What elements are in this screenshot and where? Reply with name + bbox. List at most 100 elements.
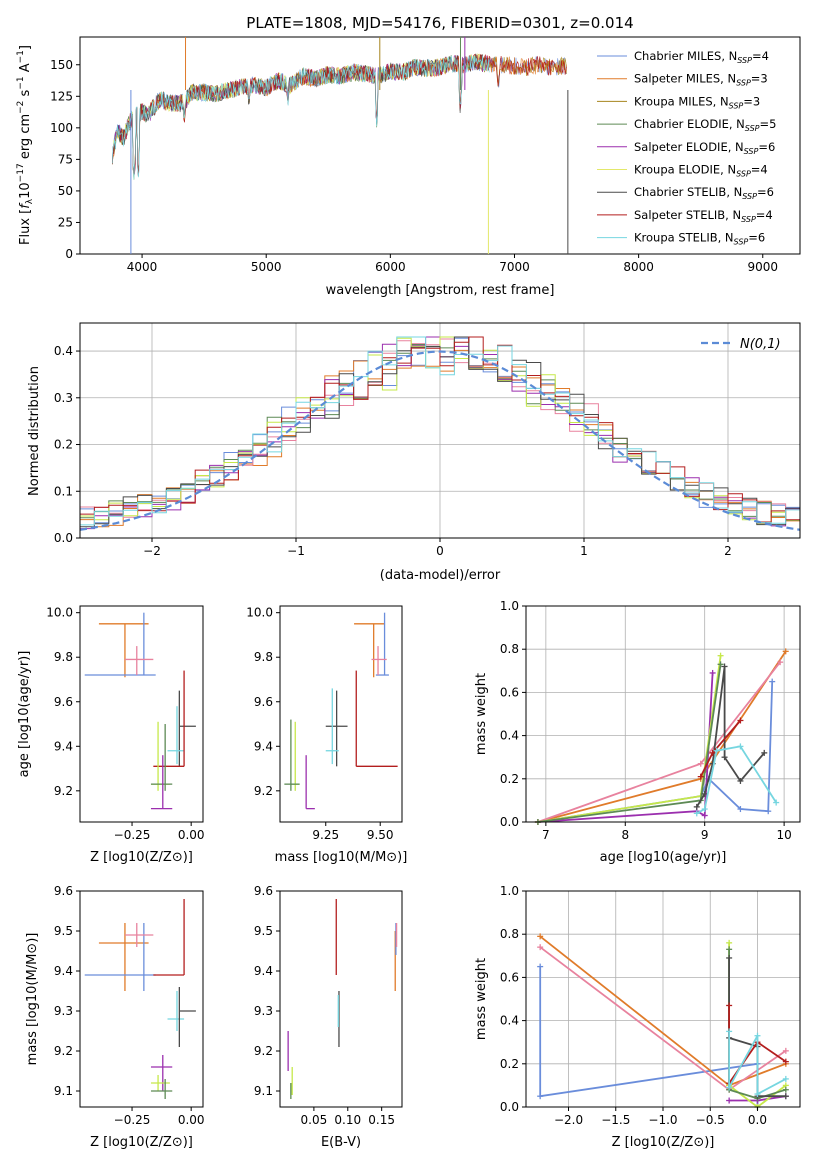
y-tick-label: 150 <box>50 58 73 72</box>
x-tick-label: 9.25 <box>312 828 339 842</box>
z-vs-age-panel: −0.25 0.00 9.2 9.4 9.6 9.8 10.0 Z [log10(Z/Z⊙)]… <box>17 605 205 865</box>
x-tick-label: −1 <box>287 544 305 558</box>
z-vs-mass-panel: −0.25 0.00 9.1 9.2 9.3 9.4 9.5 9.6 Z [log10(Z/Z⊙… <box>25 884 205 1150</box>
axes-frame <box>279 605 403 823</box>
y-tick-label: 0.4 <box>500 729 519 743</box>
x-tick-label: 7000 <box>499 260 530 274</box>
x-tick-label: 6000 <box>375 260 406 274</box>
axes-frame <box>525 605 801 823</box>
axes-frame <box>279 890 403 1108</box>
y-tick-label: 9.3 <box>54 1004 73 1018</box>
legend-label: Kroupa MILES, NSSP=3 <box>634 94 760 110</box>
y-tick-label: 125 <box>50 89 73 103</box>
legend-label: Chabrier MILES, NSSP=4 <box>634 49 769 65</box>
y-tick-label: 9.4 <box>254 739 273 753</box>
spectrum-x-ticks: 4000 5000 6000 7000 8000 9000 <box>127 254 778 274</box>
x-axis-label: Z [log10(Z/Z⊙)] <box>90 850 193 865</box>
x-tick-label: 0.10 <box>334 1113 361 1127</box>
y-tick-label: 0.6 <box>500 970 519 984</box>
x-tick-label: 5000 <box>251 260 282 274</box>
spectrum-legend: Chabrier MILES, NSSP=4 Salpeter MILES, NS… <box>597 49 776 247</box>
spectrum-y-label: Flux [fλ10−17 erg cm−2 s−1 A−1] <box>16 45 35 245</box>
x-tick-label: 0.0 <box>748 1113 767 1127</box>
histogram-series <box>80 336 800 526</box>
y-tick-label: 9.1 <box>54 1084 73 1098</box>
mass-vs-age-panel: 9.25 9.50 9.2 9.4 9.6 9.8 10.0 mass [log10(M/M⊙… <box>246 605 408 865</box>
y-tick-label: 0.0 <box>54 531 73 545</box>
x-tick-label: −0.25 <box>114 1113 151 1127</box>
x-tick-label: −2.0 <box>554 1113 583 1127</box>
residuals-x-ticks: −2 −1 0 1 2 <box>143 538 732 558</box>
y-tick-label: 0 <box>65 247 73 261</box>
y-tick-label: 9.6 <box>254 884 273 898</box>
histogram-series <box>80 336 800 528</box>
x-tick-label: 7 <box>542 828 550 842</box>
y-tick-label: 0.4 <box>54 344 73 358</box>
weight-series-line <box>696 666 765 808</box>
x-tick-label: 0.05 <box>301 1113 328 1127</box>
spectrum-axes-frame <box>79 36 801 255</box>
y-tick-label: 0.2 <box>54 438 73 452</box>
y-tick-label: 50 <box>58 184 73 198</box>
y-tick-label: 9.4 <box>254 964 273 978</box>
spectrum-x-label: wavelength [Angstrom, rest frame] <box>326 283 555 298</box>
weight-series-line <box>537 661 781 823</box>
y-tick-label: 100 <box>50 121 73 135</box>
y-tick-label: 9.4 <box>54 964 73 978</box>
figure-title: PLATE=1808, MJD=54176, FIBERID=0301, z=0… <box>246 14 633 32</box>
y-tick-label: 0.6 <box>500 685 519 699</box>
x-tick-label: −2 <box>143 544 161 558</box>
y-tick-label: 0.0 <box>500 1100 519 1114</box>
x-axis-label: mass [log10(M/M⊙)] <box>275 850 408 865</box>
spectrum-series-line <box>112 53 567 177</box>
spectrum-series-line <box>112 53 490 180</box>
y-axis-label: mass weight <box>474 958 489 1040</box>
legend-label: Salpeter MILES, NSSP=3 <box>634 72 768 88</box>
y-tick-label: 0.8 <box>500 642 519 656</box>
x-tick-label: 0 <box>436 544 444 558</box>
y-tick-label: 25 <box>58 215 73 229</box>
y-tick-label: 9.1 <box>254 1084 273 1098</box>
legend-label: Salpeter STELIB, NSSP=4 <box>634 208 773 224</box>
x-tick-label: 9000 <box>747 260 778 274</box>
x-axis-label: Z [log10(Z/Z⊙)] <box>90 1135 193 1150</box>
y-tick-label: 0.4 <box>500 1014 519 1028</box>
y-tick-label: 9.4 <box>54 739 73 753</box>
y-tick-label: 9.2 <box>254 1044 273 1058</box>
y-tick-label: 10.0 <box>46 606 73 620</box>
x-tick-label: 1 <box>580 544 588 558</box>
z-vs-weight-panel: −2.0 −1.5 −1.0 −0.5 0.0 0.0 0.2 0.4 0.6 0.8 1.0 Z [… <box>474 884 801 1150</box>
spectrum-lines <box>112 37 569 254</box>
age-vs-weight-panel: 7 8 9 10 0.0 0.2 0.4 0.6 0.8 1.0 age [log10(age/yr… <box>474 599 801 865</box>
x-tick-label: 2 <box>724 544 732 558</box>
y-tick-label: 9.8 <box>54 650 73 664</box>
y-tick-label: 1.0 <box>500 599 519 613</box>
x-axis-label: Z [log10(Z/Z⊙)] <box>612 1135 715 1150</box>
residuals-x-label: (data-model)/error <box>380 568 501 583</box>
x-tick-label: −0.5 <box>696 1113 725 1127</box>
legend-label-normal: N(0,1) <box>740 337 781 352</box>
x-axis-label: age [log10(age/yr)] <box>600 850 727 865</box>
y-tick-label: 10.0 <box>246 606 273 620</box>
normal-reference-curve <box>79 350 801 531</box>
y-tick-label: 1.0 <box>500 884 519 898</box>
legend-label: Chabrier ELODIE, NSSP=5 <box>634 117 776 133</box>
y-tick-label: 0.8 <box>500 927 519 941</box>
legend-label: Kroupa ELODIE, NSSP=4 <box>634 163 768 179</box>
y-tick-label: 0.0 <box>500 815 519 829</box>
x-tick-label: −0.25 <box>114 828 151 842</box>
x-axis-label: E(B-V) <box>321 1135 361 1150</box>
axes-frame <box>79 605 204 823</box>
x-tick-label: 9.50 <box>367 828 394 842</box>
y-tick-label: 9.6 <box>54 884 73 898</box>
y-tick-label: 0.3 <box>54 391 73 405</box>
residuals-panel: −2 −1 0 1 2 0.0 0.1 0.2 0.3 0.4 N(0,1) (data-mod… <box>27 322 801 583</box>
spectrum-panel: 4000 5000 6000 7000 8000 9000 0 25 50 75 100 125 15… <box>16 36 801 298</box>
y-tick-label: 75 <box>58 152 73 166</box>
y-tick-label: 0.2 <box>500 1057 519 1071</box>
x-tick-label: 8 <box>621 828 629 842</box>
y-tick-label: 9.2 <box>54 1044 73 1058</box>
residuals-y-ticks: 0.0 0.1 0.2 0.3 0.4 <box>54 344 80 545</box>
x-tick-label: 9 <box>701 828 709 842</box>
